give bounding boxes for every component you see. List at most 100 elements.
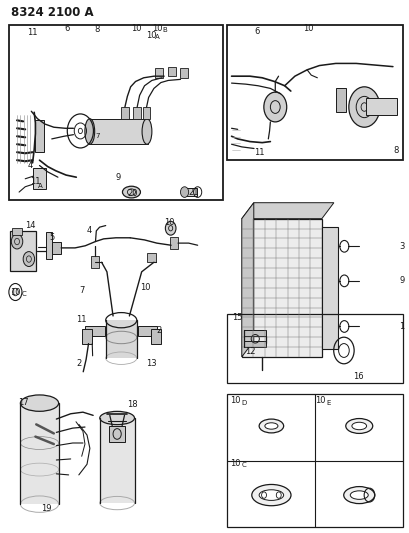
Text: 2: 2	[76, 359, 81, 368]
Text: 7: 7	[79, 286, 84, 295]
Bar	[109, 426, 125, 442]
Bar	[85, 326, 105, 336]
Circle shape	[165, 221, 175, 235]
Bar	[227, 25, 402, 160]
Bar	[241, 219, 321, 357]
Bar	[155, 68, 163, 78]
Bar	[45, 232, 52, 259]
Ellipse shape	[20, 395, 58, 411]
Text: 9: 9	[116, 173, 121, 182]
Text: 6: 6	[64, 24, 69, 33]
Text: 5: 5	[49, 233, 54, 242]
Text: 10: 10	[230, 459, 240, 467]
Bar	[168, 67, 176, 76]
Text: 11: 11	[254, 148, 264, 157]
Text: 18: 18	[127, 400, 138, 409]
Text: 8: 8	[94, 25, 100, 34]
Circle shape	[11, 234, 23, 249]
Ellipse shape	[351, 422, 366, 430]
Text: 12: 12	[245, 347, 255, 356]
Ellipse shape	[258, 490, 283, 500]
Text: 8324 2100 A: 8324 2100 A	[11, 6, 93, 19]
Bar	[88, 119, 147, 144]
Bar	[99, 418, 134, 503]
Bar	[227, 314, 402, 383]
Text: 7: 7	[95, 133, 100, 139]
Text: 21: 21	[188, 188, 199, 197]
Bar	[227, 394, 402, 527]
Bar	[184, 188, 196, 196]
Bar	[321, 227, 337, 349]
Ellipse shape	[180, 187, 188, 197]
Bar	[106, 320, 137, 358]
Bar	[20, 403, 58, 504]
Text: 10: 10	[145, 31, 156, 40]
Bar	[366, 98, 396, 115]
Bar	[133, 107, 141, 119]
Text: 17: 17	[18, 398, 28, 407]
Text: A: A	[37, 183, 42, 189]
Text: A: A	[155, 34, 160, 40]
Text: 16: 16	[352, 372, 363, 381]
Bar	[243, 330, 265, 336]
Bar	[121, 107, 128, 119]
Text: 11: 11	[27, 28, 38, 37]
Text: 10: 10	[151, 24, 162, 33]
Text: C: C	[22, 291, 27, 297]
Ellipse shape	[99, 411, 134, 425]
Ellipse shape	[349, 491, 367, 499]
Text: 20: 20	[127, 189, 137, 198]
Bar	[151, 329, 161, 344]
Text: D: D	[241, 400, 246, 406]
Text: 6: 6	[254, 27, 259, 36]
Bar	[52, 242, 61, 254]
Bar	[10, 231, 36, 271]
Text: 14: 14	[25, 221, 36, 230]
Text: 11: 11	[30, 177, 40, 186]
Bar	[143, 107, 150, 119]
Circle shape	[23, 252, 34, 266]
Bar	[9, 25, 223, 200]
Bar	[180, 68, 187, 78]
Bar	[169, 237, 178, 249]
Bar	[243, 341, 265, 348]
Bar	[33, 168, 45, 189]
Ellipse shape	[343, 487, 374, 504]
Text: 10: 10	[164, 219, 174, 228]
Text: 1: 1	[398, 322, 403, 331]
Circle shape	[348, 87, 379, 127]
Text: 10: 10	[131, 24, 142, 33]
Text: 4: 4	[27, 161, 32, 170]
Text: 2: 2	[155, 326, 161, 335]
Bar	[35, 120, 44, 152]
Text: 8: 8	[392, 146, 398, 155]
Text: 10: 10	[315, 396, 325, 405]
Ellipse shape	[122, 186, 140, 198]
Bar	[137, 326, 157, 336]
Text: E: E	[326, 400, 330, 406]
Text: 10: 10	[302, 24, 313, 33]
Circle shape	[263, 92, 286, 122]
Text: C: C	[241, 462, 246, 469]
Text: 10: 10	[10, 287, 20, 296]
Ellipse shape	[345, 418, 372, 433]
Ellipse shape	[85, 119, 94, 144]
Text: 9: 9	[398, 276, 403, 285]
Bar	[82, 329, 92, 344]
Bar	[12, 228, 22, 235]
Text: 11: 11	[76, 315, 87, 324]
Ellipse shape	[251, 484, 290, 506]
Text: 3: 3	[398, 242, 404, 251]
Text: 19: 19	[41, 504, 52, 513]
Polygon shape	[241, 203, 253, 357]
Polygon shape	[241, 203, 333, 219]
Bar	[146, 253, 155, 262]
Text: B: B	[162, 28, 166, 34]
Text: 10: 10	[230, 396, 240, 405]
Bar	[335, 88, 345, 112]
Bar	[90, 256, 99, 268]
Ellipse shape	[258, 419, 283, 433]
Text: 13: 13	[145, 359, 156, 368]
Ellipse shape	[142, 119, 151, 144]
Text: 15: 15	[232, 312, 242, 321]
